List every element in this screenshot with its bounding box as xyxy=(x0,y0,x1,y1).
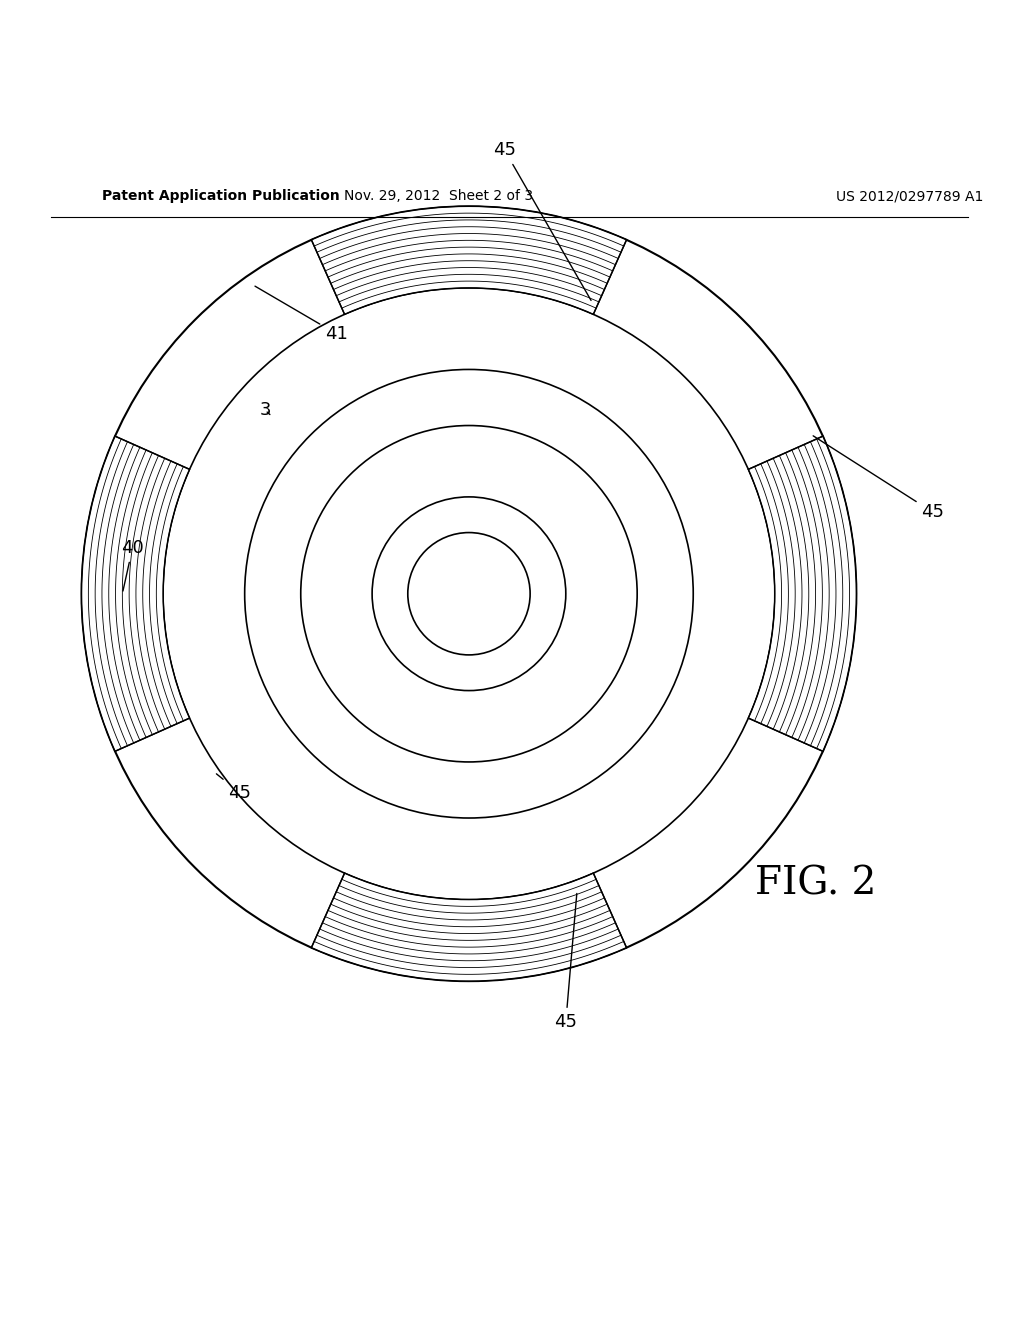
Text: Patent Application Publication: Patent Application Publication xyxy=(102,189,340,203)
Text: 45: 45 xyxy=(554,894,578,1031)
Wedge shape xyxy=(749,436,856,751)
Wedge shape xyxy=(311,206,627,314)
Text: 41: 41 xyxy=(255,286,348,343)
Text: FIG. 2: FIG. 2 xyxy=(755,866,877,903)
Text: 45: 45 xyxy=(813,436,944,521)
Wedge shape xyxy=(311,873,627,981)
Text: US 2012/0297789 A1: US 2012/0297789 A1 xyxy=(836,189,983,203)
Text: 45: 45 xyxy=(216,774,251,801)
Text: 3: 3 xyxy=(259,401,270,420)
Text: Nov. 29, 2012  Sheet 2 of 3: Nov. 29, 2012 Sheet 2 of 3 xyxy=(344,189,532,203)
Wedge shape xyxy=(82,436,189,751)
Text: 40: 40 xyxy=(121,539,144,591)
Text: 45: 45 xyxy=(494,141,591,301)
